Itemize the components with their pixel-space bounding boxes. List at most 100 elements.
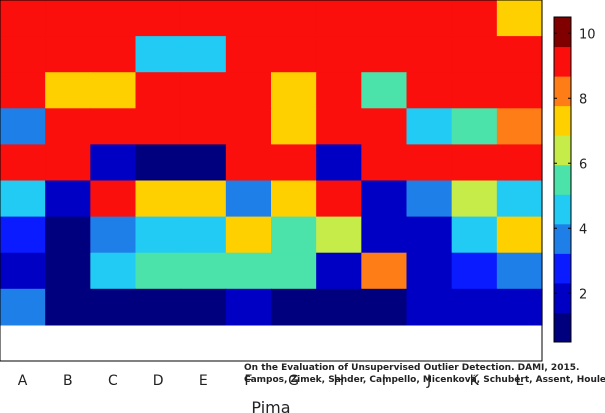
heatmap-cell bbox=[451, 144, 498, 182]
colorbar-segment bbox=[554, 76, 571, 107]
colorbar-ticks: 2 4 6 8 10 bbox=[554, 27, 596, 302]
heatmap-cell bbox=[271, 252, 317, 290]
heatmap-cell bbox=[135, 216, 182, 254]
heatmap-cell bbox=[180, 108, 227, 145]
heatmap-cell bbox=[45, 180, 91, 218]
heatmap-cell bbox=[135, 108, 182, 145]
heatmap-cell bbox=[316, 180, 362, 218]
heatmap-cell bbox=[45, 72, 91, 109]
heatmap-cell bbox=[451, 0, 498, 37]
heatmap-cell bbox=[135, 36, 182, 73]
heatmap-cell bbox=[180, 36, 227, 73]
heatmap-cell bbox=[361, 108, 408, 145]
heatmap-cell bbox=[361, 36, 408, 73]
heatmap-cell bbox=[361, 216, 408, 254]
x-tick-label: E bbox=[199, 373, 208, 389]
heatmap-cells bbox=[0, 0, 543, 326]
heatmap-cell bbox=[361, 252, 408, 290]
heatmap-cell bbox=[45, 108, 91, 145]
heatmap-cell bbox=[90, 108, 137, 145]
heatmap-cell bbox=[225, 108, 272, 145]
x-axis-ticks: A B C D E F G H I J K L bbox=[18, 373, 524, 389]
x-tick-label: D bbox=[153, 373, 164, 389]
x-axis-label: Pima bbox=[251, 398, 290, 413]
heatmap-cell bbox=[180, 216, 227, 254]
heatmap-cell bbox=[316, 144, 362, 182]
heatmap-cell bbox=[0, 108, 46, 145]
x-tick-label: C bbox=[108, 373, 118, 389]
heatmap-cell bbox=[180, 72, 227, 109]
heatmap-cell bbox=[45, 144, 91, 182]
heatmap-cell bbox=[180, 288, 227, 326]
heatmap-cell bbox=[451, 72, 498, 109]
heatmap-cell bbox=[316, 72, 362, 109]
heatmap-cell bbox=[180, 144, 227, 182]
x-tick-label: G bbox=[288, 373, 299, 389]
heatmap-cell bbox=[225, 252, 272, 290]
heatmap-cell bbox=[406, 216, 453, 254]
heatmap-cell bbox=[271, 144, 317, 182]
watermark-line-2: Campos, Zimek, Sander, Campello, Micenko… bbox=[244, 375, 605, 385]
heatmap-cell bbox=[90, 216, 137, 254]
heatmap-cell bbox=[316, 36, 362, 73]
heatmap-cell bbox=[45, 36, 91, 73]
heatmap-cell bbox=[225, 72, 272, 109]
x-tick-label: B bbox=[63, 373, 73, 389]
heatmap-cell bbox=[135, 72, 182, 109]
heatmap-cell bbox=[496, 180, 543, 218]
heatmap-cell bbox=[451, 108, 498, 145]
colorbar bbox=[553, 16, 572, 343]
heatmap-cell bbox=[451, 288, 498, 326]
heatmap-cell bbox=[406, 0, 453, 37]
heatmap-cell bbox=[451, 216, 498, 254]
heatmap-cell bbox=[496, 72, 543, 109]
plot-frame bbox=[0, 0, 543, 362]
heatmap-cell bbox=[406, 72, 453, 109]
heatmap-cell bbox=[361, 180, 408, 218]
heatmap-cell bbox=[90, 36, 137, 73]
heatmap-cell bbox=[496, 288, 543, 326]
colorbar-tick-label: 8 bbox=[579, 92, 587, 107]
heatmap-cell bbox=[135, 180, 182, 218]
x-tick-label: L bbox=[516, 373, 524, 389]
heatmap-cell bbox=[271, 72, 317, 109]
heatmap-cell bbox=[0, 0, 46, 37]
heatmap-cell bbox=[361, 72, 408, 109]
heatmap-cell bbox=[496, 36, 543, 73]
colorbar-frame bbox=[553, 16, 572, 343]
heatmap-cell bbox=[225, 288, 272, 326]
heatmap-cell bbox=[316, 108, 362, 145]
heatmap-cell bbox=[225, 144, 272, 182]
heatmap-cell bbox=[451, 36, 498, 73]
colorbar-segment bbox=[554, 105, 571, 136]
heatmap-cell bbox=[0, 216, 46, 254]
heatmap-cell bbox=[406, 144, 453, 182]
heatmap-cell bbox=[135, 252, 182, 290]
x-tick-label: H bbox=[333, 373, 344, 389]
heatmap-cell bbox=[406, 36, 453, 73]
heatmap-cell bbox=[0, 72, 46, 109]
heatmap-cell bbox=[496, 216, 543, 254]
colorbar-segment bbox=[554, 17, 571, 48]
colorbar-segment bbox=[554, 282, 571, 313]
heatmap-cell bbox=[45, 0, 91, 37]
heatmap-cell bbox=[316, 288, 362, 326]
watermark-line-1: On the Evaluation of Unsupervised Outlie… bbox=[244, 363, 579, 373]
colorbar-tick-label: 10 bbox=[579, 27, 596, 42]
colorbar-tick-label: 2 bbox=[579, 287, 587, 302]
heatmap-cell bbox=[496, 108, 543, 145]
heatmap-cell bbox=[90, 180, 137, 218]
heatmap-cell bbox=[496, 144, 543, 182]
heatmap-cell bbox=[225, 180, 272, 218]
heatmap-cell bbox=[45, 288, 91, 326]
x-tick-label: K bbox=[470, 373, 480, 389]
heatmap-cell bbox=[361, 288, 408, 326]
heatmap-cell bbox=[406, 288, 453, 326]
heatmap-cell bbox=[90, 288, 137, 326]
heatmap-cell bbox=[0, 36, 46, 73]
heatmap-cell bbox=[90, 144, 137, 182]
heatmap-cell bbox=[0, 252, 46, 290]
x-tick-label: F bbox=[244, 373, 252, 389]
x-tick-label: A bbox=[18, 373, 28, 389]
